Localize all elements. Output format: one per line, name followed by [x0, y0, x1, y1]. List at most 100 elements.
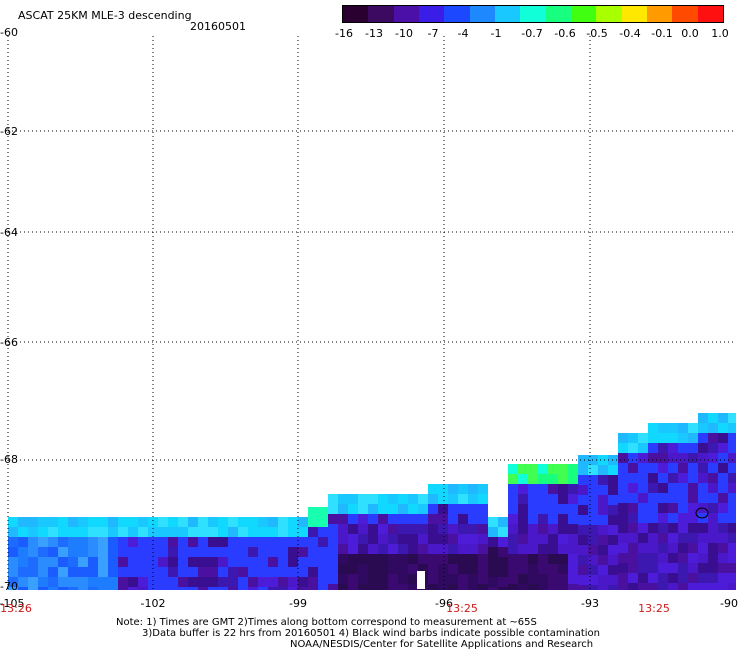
- swath-cell: [208, 547, 218, 557]
- swath-cell: [258, 547, 268, 557]
- swath-cell: [628, 473, 638, 483]
- swath-cell: [138, 587, 148, 590]
- swath-cell: [258, 537, 268, 547]
- colorbar-segment: [520, 6, 546, 22]
- swath-cell: [698, 493, 708, 503]
- swath-cell: [508, 504, 518, 514]
- swath-cell: [228, 527, 238, 537]
- swath-cell: [458, 484, 468, 494]
- swath-cell: [658, 553, 668, 563]
- swath-cell: [598, 535, 608, 545]
- swath-cell: [268, 587, 278, 590]
- swath-cell: [598, 515, 608, 525]
- swath-cell: [248, 557, 258, 567]
- wind-barb-marker: [695, 507, 709, 519]
- swath-cell: [518, 484, 528, 494]
- swath-cell: [168, 517, 178, 527]
- swath-cell: [298, 547, 308, 557]
- swath-cell: [568, 484, 578, 494]
- swath-cell: [558, 464, 568, 474]
- swath-cell: [588, 565, 598, 575]
- swath-cell: [218, 517, 228, 527]
- swath-cell: [438, 564, 448, 574]
- swath-cell: [48, 527, 58, 537]
- swath-cell: [628, 563, 638, 573]
- swath-cell: [8, 567, 18, 577]
- swath-cell: [338, 544, 348, 554]
- swath-cell: [618, 523, 628, 533]
- swath-cell: [298, 577, 308, 587]
- swath-cell: [728, 483, 736, 493]
- swath-cell: [68, 577, 78, 587]
- swath-cell: [638, 533, 648, 543]
- swath-cell: [538, 554, 548, 564]
- swath-cell: [448, 564, 458, 574]
- swath-cell: [428, 564, 438, 574]
- swath-cell: [388, 554, 398, 564]
- swath-cell: [238, 577, 248, 587]
- swath-cell: [658, 573, 668, 583]
- swath-cell: [18, 537, 28, 547]
- swath-cell: [518, 514, 528, 524]
- swath-cell: [718, 413, 728, 423]
- swath-cell: [138, 557, 148, 567]
- swath-cell: [558, 504, 568, 514]
- swath-cell: [728, 453, 736, 463]
- swath-cell: [528, 534, 538, 544]
- swath-cell: [538, 464, 548, 474]
- swath-cell: [518, 464, 528, 474]
- swath-cell: [388, 494, 398, 504]
- swath-cell: [728, 413, 736, 423]
- swath-cell: [548, 474, 558, 484]
- swath-cell: [568, 474, 578, 484]
- swath-cell: [718, 453, 728, 463]
- swath-cell: [578, 505, 588, 515]
- swath-cell: [508, 524, 518, 534]
- swath-cell: [298, 567, 308, 577]
- swath-cell: [68, 557, 78, 567]
- swath-cell: [428, 494, 438, 504]
- swath-cell: [98, 557, 108, 567]
- colorbar-segment: [368, 6, 394, 22]
- swath-cell: [108, 577, 118, 587]
- swath-cell: [408, 574, 418, 584]
- swath-cell: [308, 537, 318, 547]
- swath-cell: [658, 513, 668, 523]
- swath-cell: [628, 493, 638, 503]
- swath-cell: [688, 453, 698, 463]
- swath-cell: [688, 493, 698, 503]
- swath-cell: [658, 433, 668, 443]
- swath-cell: [678, 513, 688, 523]
- swath-cell: [38, 557, 48, 567]
- swath-cell: [428, 514, 438, 524]
- swath-cell: [428, 574, 438, 584]
- swath-cell: [48, 547, 58, 557]
- swath-cell: [188, 557, 198, 567]
- swath-cell: [698, 583, 708, 590]
- swath-cell: [118, 537, 128, 547]
- swath-cell: [648, 473, 658, 483]
- swath-cell: [148, 517, 158, 527]
- swath-cell: [358, 544, 368, 554]
- colorbar-label: -4: [457, 27, 469, 40]
- swath-cell: [348, 534, 358, 544]
- swath-cell: [348, 564, 358, 574]
- swath-cell: [528, 464, 538, 474]
- swath-cell: [678, 573, 688, 583]
- swath-cell: [428, 584, 438, 590]
- swath-cell: [578, 515, 588, 525]
- swath-cell: [368, 554, 378, 564]
- colorbar-segment: [444, 6, 470, 22]
- swath-cell: [698, 453, 708, 463]
- swath-cell: [438, 584, 448, 590]
- swath-cell: [388, 564, 398, 574]
- swath-cell: [308, 507, 318, 517]
- swath-cell: [358, 494, 368, 504]
- swath-cell: [238, 537, 248, 547]
- swath-cell: [638, 483, 648, 493]
- swath-cell: [588, 495, 598, 505]
- swath-cell: [598, 495, 608, 505]
- swath-cell: [448, 544, 458, 554]
- swath-cell: [678, 583, 688, 590]
- swath-cell: [408, 524, 418, 534]
